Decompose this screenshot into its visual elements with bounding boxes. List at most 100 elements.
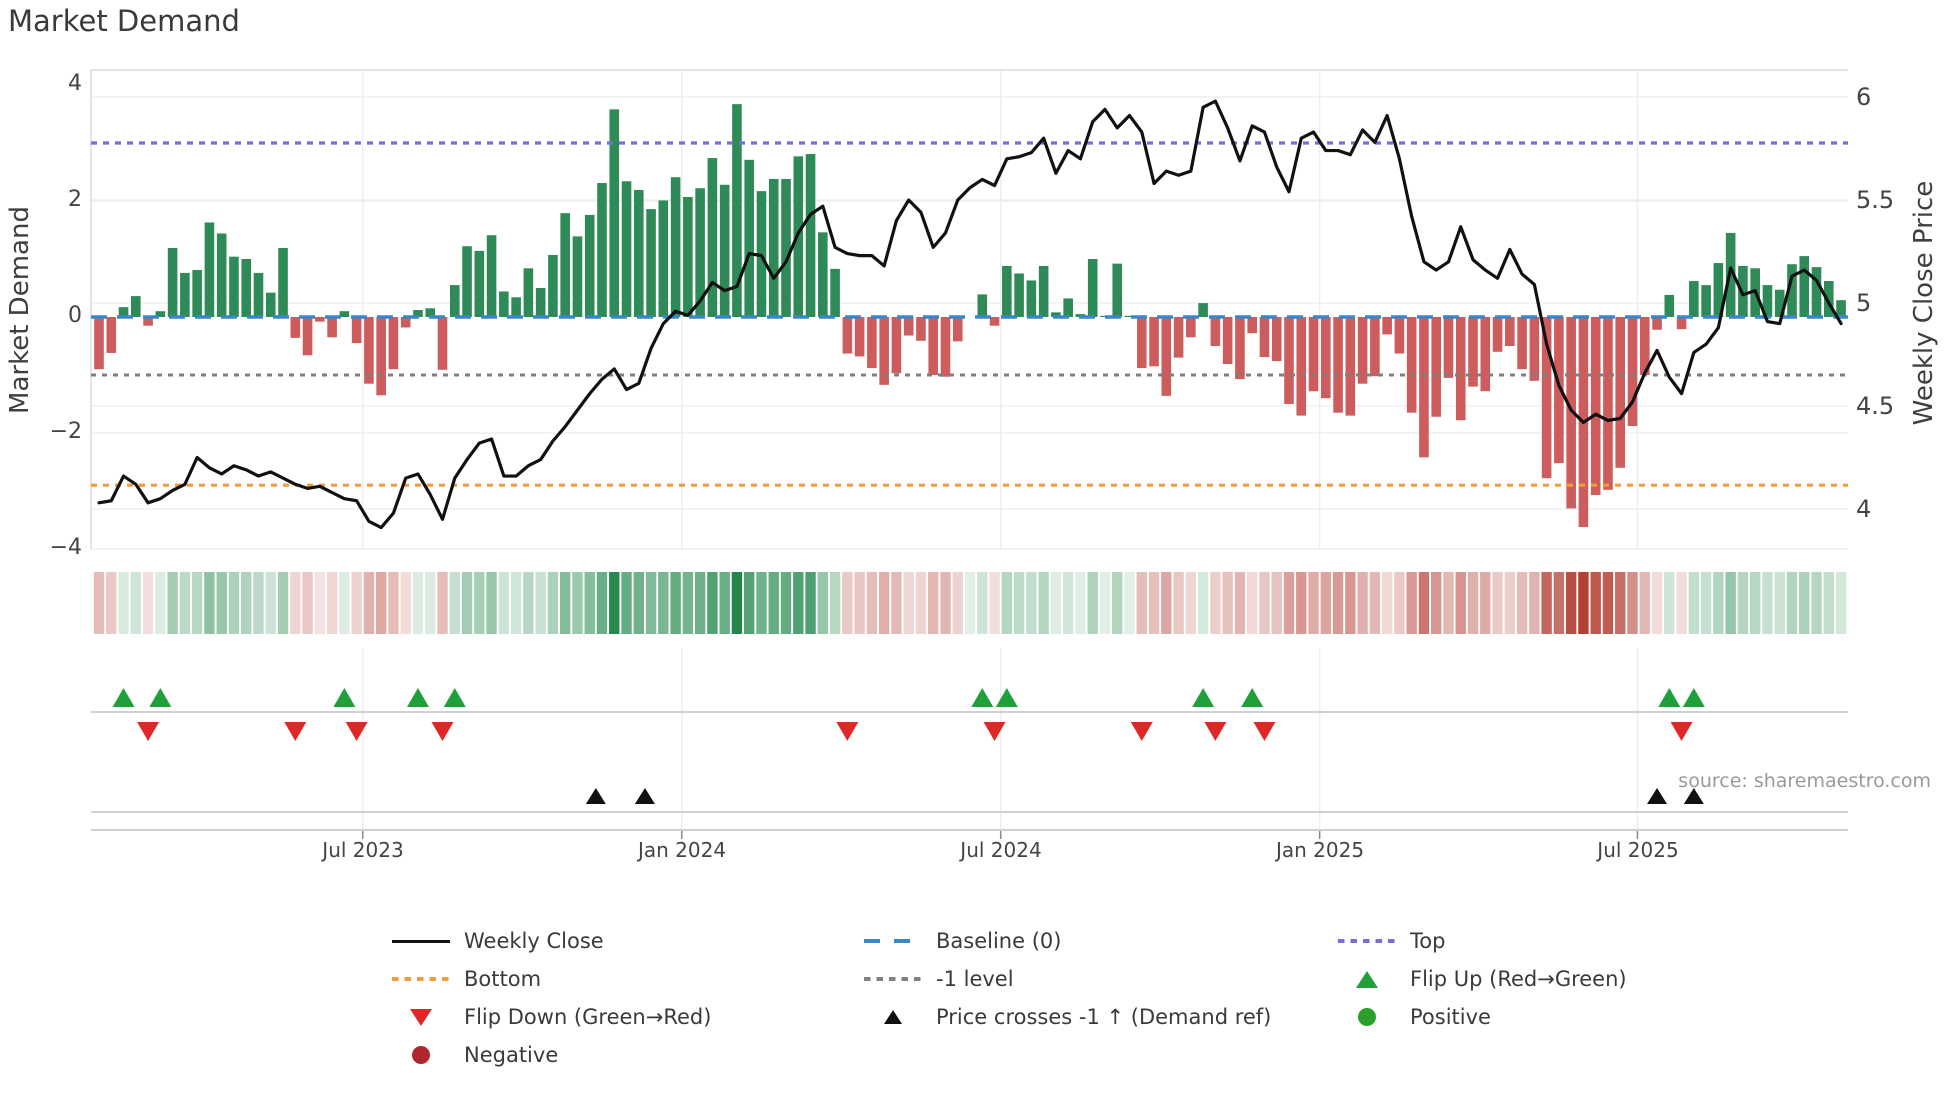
- heatmap-cell: [1516, 572, 1528, 634]
- demand-bar-negative: [388, 317, 399, 370]
- demand-bar-negative: [1443, 317, 1454, 378]
- heatmap-cell: [854, 572, 865, 634]
- heatmap-cell: [241, 572, 252, 634]
- demand-bar-positive: [1836, 300, 1846, 317]
- demand-bar-negative: [1321, 317, 1331, 399]
- flip-up-marker: [1241, 688, 1264, 707]
- demand-bar-negative: [1431, 317, 1442, 417]
- demand-bar-positive: [633, 189, 644, 317]
- page-title: Market Demand: [8, 4, 240, 38]
- heatmap-cell: [1541, 572, 1552, 634]
- baseline-dashed-line-icon: [864, 939, 922, 943]
- legend-label-top: Top: [1410, 929, 1446, 953]
- heatmap-cell: [1602, 572, 1614, 634]
- heatmap-cell: [964, 572, 976, 634]
- heatmap-cell: [1676, 572, 1687, 634]
- flip-down-marker: [1253, 722, 1276, 741]
- demand-bar-positive: [1799, 256, 1810, 317]
- demand-bar-positive: [621, 181, 632, 317]
- price-cross-marker: [634, 788, 655, 804]
- legend-item-bottom: Bottom: [392, 965, 541, 993]
- right-tick-4: 4: [1856, 495, 1872, 523]
- heatmap-cell: [1234, 572, 1246, 634]
- demand-bar-positive: [535, 288, 546, 317]
- demand-bar-positive: [265, 292, 276, 317]
- heatmap-cell: [510, 572, 522, 634]
- demand-bar-negative: [1296, 317, 1307, 416]
- legend-label-flip-up: Flip Up (Red→Green): [1410, 967, 1627, 991]
- demand-bar-positive: [1198, 303, 1208, 317]
- flip-down-marker: [284, 722, 307, 741]
- heatmap-cell: [1823, 572, 1834, 634]
- heatmap-cell: [142, 572, 154, 634]
- x-tick-jul-2023: Jul 2023: [322, 838, 404, 862]
- demand-bar-negative: [989, 317, 1000, 326]
- flip-down-marker: [345, 722, 368, 741]
- legend-item-weekly-close: Weekly Close: [392, 927, 604, 955]
- heatmap-cell: [1087, 572, 1098, 634]
- heatmap-cell: [1185, 572, 1197, 634]
- heatmap-cell: [915, 572, 927, 634]
- bottom-dotted-line-icon: [392, 977, 450, 981]
- left-tick-n4: −4: [49, 535, 82, 560]
- demand-bar-negative: [1284, 317, 1294, 404]
- heatmap-cell: [1700, 572, 1712, 634]
- heatmap-cell: [1799, 572, 1810, 634]
- heatmap-cell: [412, 572, 424, 634]
- demand-bar-negative: [1541, 317, 1552, 479]
- flip-down-marker: [836, 722, 859, 741]
- heatmap-cell: [400, 572, 411, 634]
- demand-bar-positive: [670, 177, 681, 317]
- heatmap-cell: [1148, 572, 1160, 634]
- demand-bar-positive: [560, 213, 570, 317]
- heatmap-cell: [351, 572, 362, 634]
- flip-up-marker: [406, 688, 429, 707]
- heatmap-cell: [1210, 572, 1221, 634]
- heatmap-cell: [1774, 572, 1785, 634]
- heatmap-cell: [1749, 572, 1761, 634]
- demand-bar-negative: [106, 317, 117, 353]
- legend-label-positive: Positive: [1410, 1005, 1491, 1029]
- heatmap-cell: [559, 572, 571, 634]
- heatmap-cell: [682, 572, 694, 634]
- heatmap-cell: [1713, 572, 1724, 634]
- heatmap-cell: [1173, 572, 1184, 634]
- right-tick-6: 6: [1856, 83, 1872, 111]
- demand-bar-negative: [1406, 317, 1417, 413]
- heatmap-cell: [523, 572, 534, 634]
- heatmap-cell: [314, 572, 326, 634]
- heatmap-cell: [1565, 572, 1577, 634]
- demand-bar-negative: [1173, 317, 1184, 358]
- flip-up-marker: [149, 688, 172, 707]
- heatmap-cell: [1786, 572, 1798, 634]
- heatmap-cell: [1246, 572, 1258, 634]
- minus1-dotted-line-icon: [864, 977, 922, 981]
- heatmap-cell: [829, 572, 841, 634]
- heatmap-cell: [1296, 572, 1307, 634]
- left-tick-2: 2: [68, 187, 82, 212]
- heatmap-cell: [1320, 572, 1331, 634]
- demand-bar-negative: [903, 317, 914, 336]
- demand-bar-negative: [1161, 317, 1172, 396]
- heatmap-cell: [106, 572, 117, 634]
- heatmap-cell: [756, 572, 767, 634]
- heatmap-cell: [866, 572, 878, 634]
- demand-bar-positive: [683, 196, 693, 317]
- demand-bar-positive: [805, 154, 816, 317]
- demand-bar-positive: [1038, 265, 1049, 317]
- demand-bar-negative: [315, 317, 325, 322]
- heatmap-cell: [940, 572, 951, 634]
- heatmap-cell: [1099, 572, 1111, 634]
- demand-bar-negative: [1480, 317, 1491, 392]
- heatmap-cell: [167, 572, 178, 634]
- demand-bar-negative: [376, 317, 386, 396]
- heatmap-cell: [547, 572, 559, 634]
- heatmap-cell: [130, 572, 142, 634]
- demand-bar-positive: [1823, 281, 1834, 317]
- heatmap-cell: [645, 572, 657, 634]
- demand-bar-positive: [830, 268, 840, 317]
- heatmap-cell: [228, 572, 240, 634]
- heatmap-cell: [155, 572, 166, 634]
- left-tick-4: 4: [68, 71, 82, 96]
- demand-bar-positive: [1811, 267, 1822, 317]
